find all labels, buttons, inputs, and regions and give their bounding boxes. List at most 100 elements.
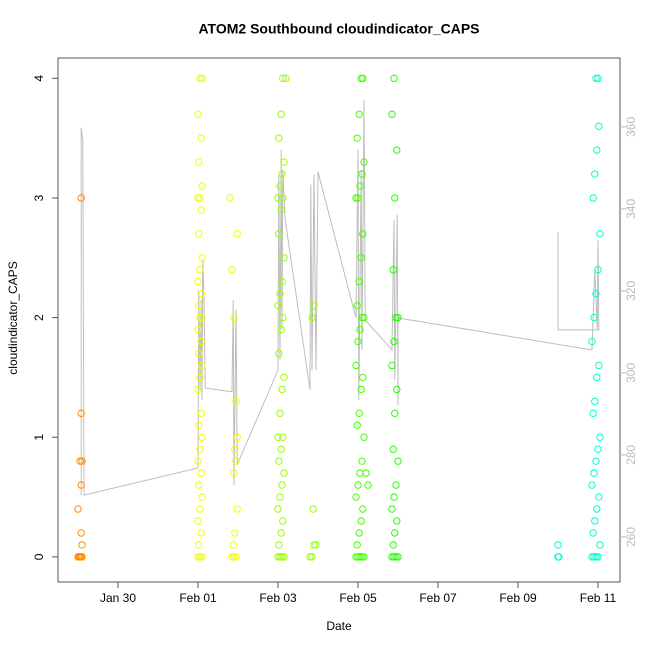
point (277, 325, 285, 334)
point (393, 517, 401, 525)
point (596, 433, 604, 441)
point (275, 457, 283, 465)
point (389, 266, 397, 274)
point (198, 433, 206, 441)
point (353, 301, 361, 310)
point (392, 553, 400, 561)
point (276, 289, 284, 298)
point (360, 158, 368, 166)
point (228, 553, 236, 561)
point (390, 337, 398, 346)
point (198, 74, 206, 83)
point (588, 337, 596, 346)
point (77, 529, 85, 537)
point (355, 278, 363, 286)
point (78, 457, 86, 465)
point (77, 481, 85, 489)
x-tick-label: Feb 05 (339, 591, 377, 605)
point (77, 409, 85, 418)
point (77, 194, 85, 202)
point (588, 481, 596, 489)
y-axis-label: cloudindicator_CAPS (6, 261, 20, 374)
point (276, 493, 284, 501)
point (393, 146, 401, 154)
point (590, 553, 598, 561)
x-tick-label: Feb 07 (419, 591, 457, 605)
point (274, 301, 282, 310)
y2-tick-label: 340 (624, 199, 638, 219)
point (278, 481, 286, 489)
point (590, 313, 598, 322)
point (592, 74, 600, 83)
point (356, 325, 364, 334)
point (589, 194, 597, 202)
point (280, 158, 288, 166)
point (279, 313, 287, 322)
y2-tick-label: 280 (624, 445, 638, 465)
point (596, 541, 604, 549)
point (358, 457, 366, 465)
point (195, 158, 203, 166)
point (390, 493, 398, 501)
point (360, 433, 368, 441)
x-tick-label: Feb 09 (499, 591, 537, 605)
line-series (80, 99, 600, 496)
point (279, 517, 287, 525)
point (280, 469, 288, 477)
point (596, 230, 604, 238)
point (78, 553, 86, 561)
point (196, 194, 204, 202)
point (196, 505, 204, 513)
point (232, 553, 240, 561)
point (392, 481, 400, 489)
point (233, 433, 241, 441)
point (594, 553, 602, 561)
point (232, 457, 240, 465)
point (309, 505, 317, 513)
point (391, 529, 399, 537)
point (353, 134, 361, 142)
point (393, 385, 401, 394)
point (194, 517, 202, 525)
point (394, 457, 402, 465)
point (594, 74, 602, 83)
point (364, 481, 372, 489)
point (194, 457, 202, 465)
point (359, 373, 367, 382)
x-tick-label: Jan 30 (100, 591, 136, 605)
point (194, 325, 202, 334)
point (390, 74, 398, 83)
point (591, 397, 599, 406)
point (196, 266, 204, 274)
y2-tick-label: 300 (624, 363, 638, 383)
point (230, 469, 238, 477)
point (194, 553, 202, 561)
x-tick-label: Feb 11 (580, 591, 617, 605)
point (594, 445, 602, 453)
point (354, 337, 362, 346)
point (360, 313, 368, 322)
point (306, 553, 314, 561)
point (194, 110, 202, 118)
y2-tick-label: 260 (624, 527, 638, 547)
point (194, 194, 202, 202)
point (233, 505, 241, 513)
point (195, 230, 203, 238)
point (595, 122, 603, 130)
point (356, 553, 364, 561)
point (555, 553, 563, 561)
point (391, 409, 399, 418)
point (194, 278, 202, 286)
point (353, 541, 361, 549)
point (394, 313, 402, 322)
point (197, 409, 205, 418)
point (391, 194, 399, 202)
point (357, 385, 365, 394)
point (592, 289, 600, 298)
point (358, 313, 366, 322)
y-tick-label: 4 (32, 75, 46, 82)
point (592, 457, 600, 465)
point (352, 493, 360, 501)
point (197, 529, 205, 537)
point (353, 421, 361, 429)
